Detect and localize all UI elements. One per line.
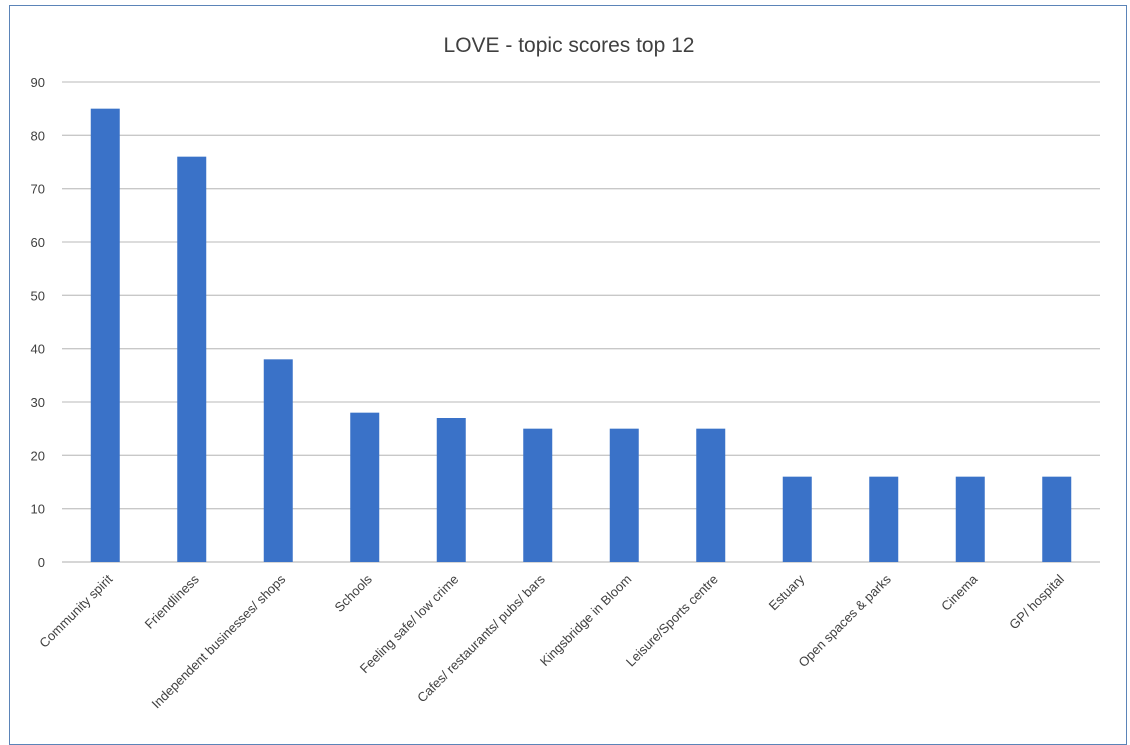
y-tick-label: 80 — [31, 128, 45, 143]
bar — [782, 476, 812, 562]
bar — [177, 156, 207, 562]
y-tick-label: 20 — [31, 448, 45, 463]
chart-frame: LOVE - topic scores top 12 0 10 20 30 40 50 60… — [9, 5, 1127, 745]
y-tick-label: 60 — [31, 235, 45, 250]
y-tick-label: 70 — [31, 182, 45, 197]
bar — [350, 412, 380, 562]
y-tick-label: 50 — [31, 288, 45, 303]
x-tick-label: Cinema — [938, 571, 981, 614]
x-tick-label: Feeling safe/ low crime — [357, 572, 462, 677]
x-tick-label: Open spaces & parks — [795, 571, 894, 670]
x-tick-label: Leisure/Sports centre — [623, 572, 721, 670]
y-tick-label: 0 — [38, 555, 45, 570]
gridlines — [62, 81, 1100, 563]
bar-chart: LOVE - topic scores top 12 0 10 20 30 40 50 60… — [31, 34, 1100, 711]
y-tick-label: 40 — [31, 342, 45, 357]
bar — [696, 428, 726, 562]
x-tick-label: Schools — [332, 571, 376, 615]
bar — [609, 428, 639, 562]
x-tick-label: GP/ hospital — [1006, 571, 1067, 632]
x-tick-label: Kingsbridge in Bloom — [537, 572, 634, 669]
bar — [523, 428, 553, 562]
y-tick-label: 90 — [31, 75, 45, 90]
bars — [90, 108, 1072, 563]
x-tick-label: Friendliness — [142, 571, 203, 632]
bar — [263, 359, 293, 562]
bar — [869, 476, 899, 562]
x-axis-ticks: Community spirit FriendlinessIndependent … — [36, 571, 1067, 711]
bar — [955, 476, 985, 562]
bar — [436, 418, 466, 562]
y-axis-ticks: 0 10 20 30 40 50 60 70 80 90 — [31, 75, 45, 570]
chart-title: LOVE - topic scores top 12 — [444, 34, 695, 57]
y-tick-label: 10 — [31, 502, 45, 517]
bar — [90, 108, 120, 563]
y-tick-label: 30 — [31, 395, 45, 410]
x-tick-label: Estuary — [766, 571, 808, 613]
bar — [1042, 476, 1072, 562]
x-tick-label: Community spirit — [36, 571, 115, 650]
